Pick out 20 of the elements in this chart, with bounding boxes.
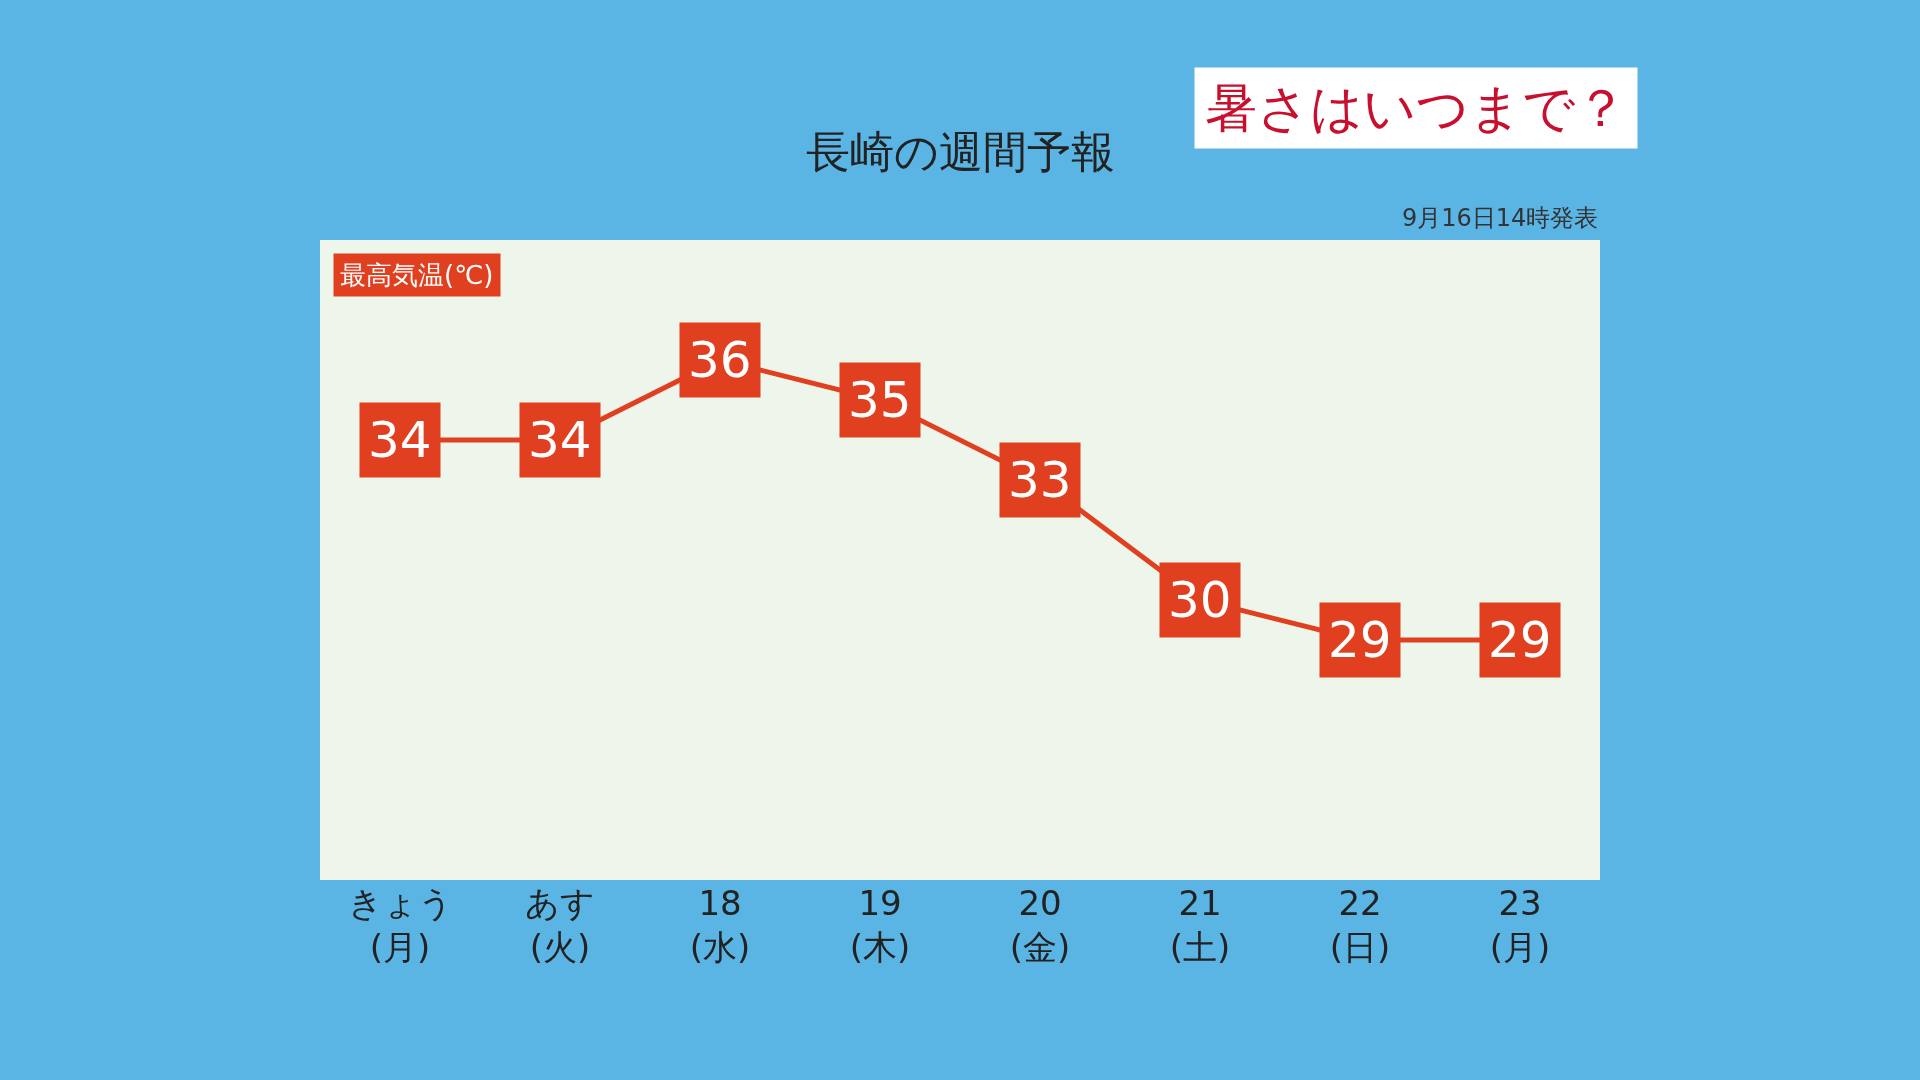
chart-subtitle: 暑さはいつまで？	[1205, 78, 1627, 138]
data-label: 33	[1008, 451, 1072, 509]
chart-title: 長崎の週間予報	[805, 125, 1115, 177]
x-tick-label: 18 (水)	[689, 883, 751, 968]
data-label: 30	[1168, 571, 1232, 629]
x-tick-label: きょう (月)	[347, 883, 453, 968]
data-label: 35	[848, 371, 912, 429]
x-tick-label: あす (火)	[525, 883, 595, 968]
data-label: 29	[1328, 611, 1392, 669]
y-axis-title: 最高気温(℃)	[340, 260, 494, 290]
data-label: 34	[528, 411, 592, 469]
x-tick-label: 21 (土)	[1169, 883, 1231, 968]
x-tick-label: 20 (金)	[1009, 883, 1071, 968]
data-label: 36	[688, 331, 752, 389]
x-tick-label: 23 (月)	[1489, 883, 1551, 968]
x-tick-label: 22 (日)	[1329, 883, 1391, 968]
data-label: 34	[368, 411, 432, 469]
text: 9月16日14時発表	[1402, 204, 1599, 232]
x-tick-label: 19 (木)	[849, 883, 911, 968]
data-label: 29	[1488, 611, 1552, 669]
